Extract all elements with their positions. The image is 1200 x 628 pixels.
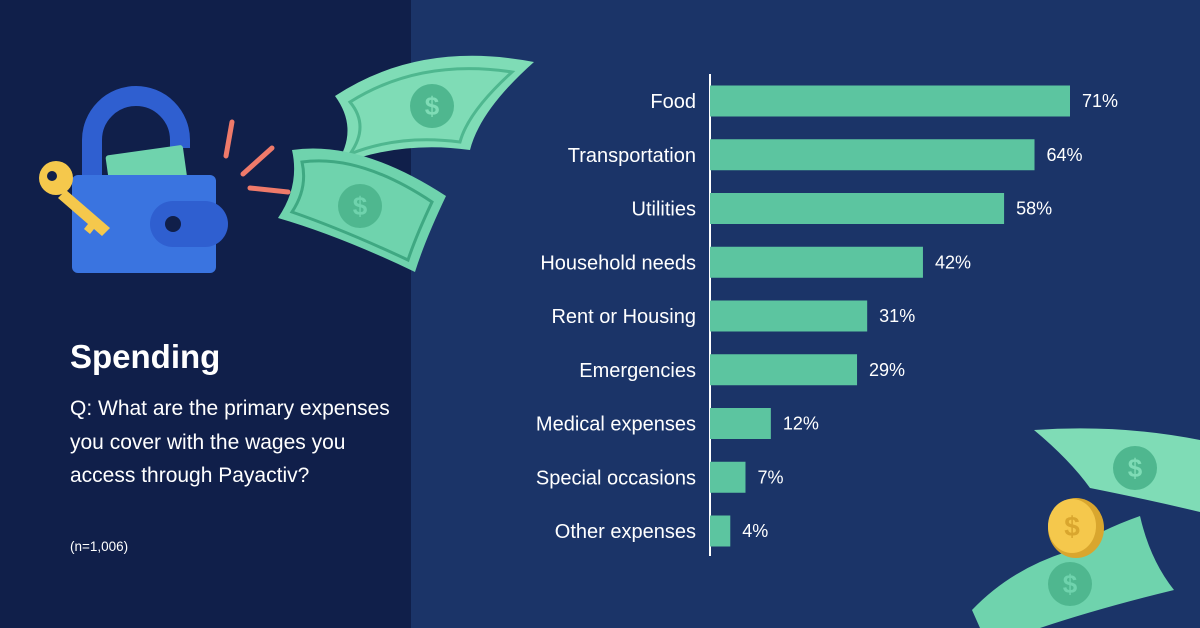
bar [710, 193, 1005, 224]
category-label: Emergencies [579, 360, 696, 382]
svg-text:$: $ [1064, 511, 1080, 542]
category-label: Transportation [568, 145, 696, 167]
flying-banknote-icon: $ [972, 516, 1174, 628]
svg-text:$: $ [1063, 569, 1078, 599]
bar [710, 85, 1070, 117]
bar [710, 300, 868, 332]
value-label: 71% [1082, 91, 1118, 111]
value-label: 42% [935, 252, 971, 272]
survey-question: Q: What are the primary expenses you cov… [70, 397, 390, 487]
key-icon [39, 161, 110, 236]
bar [710, 246, 923, 278]
value-label: 29% [869, 360, 905, 380]
category-label: Other expenses [555, 521, 696, 543]
category-label: Special occasions [536, 467, 696, 489]
value-label: 31% [879, 306, 915, 326]
value-label: 64% [1047, 145, 1083, 165]
coin-icon: $ [1048, 498, 1104, 558]
svg-text:$: $ [353, 191, 368, 221]
flying-banknote-icon: $ [335, 55, 534, 166]
category-label: Household needs [540, 252, 696, 274]
category-label: Utilities [632, 199, 696, 221]
value-label: 7% [757, 467, 783, 487]
padlock-wallet-icon [72, 86, 228, 273]
svg-text:$: $ [1128, 453, 1143, 483]
bar [710, 354, 858, 386]
category-label: Rent or Housing [551, 306, 696, 328]
bar [710, 461, 746, 493]
sample-size-note: (n=1,006) [70, 539, 129, 554]
category-label: Food [650, 91, 696, 113]
page-title: Spending [70, 338, 221, 375]
spark-lines [223, 119, 291, 195]
bar [710, 139, 1035, 171]
category-label: Medical expenses [536, 414, 696, 436]
flying-banknote-icon: $ [1034, 428, 1200, 512]
value-label: 58% [1016, 199, 1052, 219]
flying-banknote-icon: $ [278, 148, 446, 272]
value-label: 12% [783, 414, 819, 434]
bar [710, 515, 731, 547]
svg-text:$: $ [425, 91, 440, 121]
bar [710, 408, 771, 439]
value-label: 4% [742, 521, 768, 541]
